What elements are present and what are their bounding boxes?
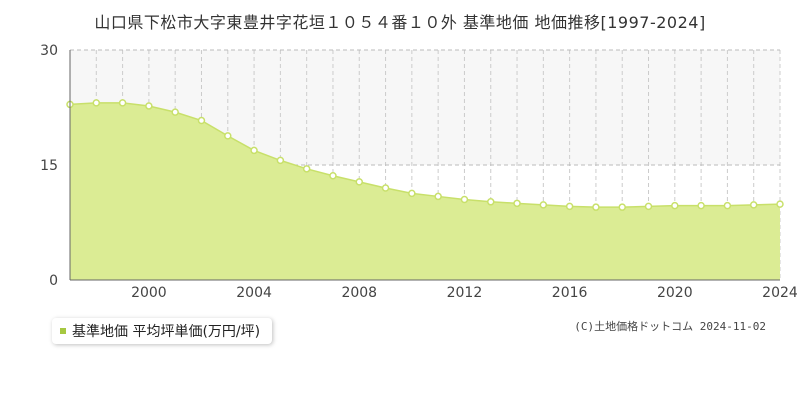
y-tick-label: 30 [40, 43, 58, 59]
data-point [460, 195, 469, 204]
data-point [749, 201, 758, 209]
data-point [539, 201, 548, 209]
data-point [644, 202, 653, 211]
legend-label: 基準地価 平均坪単価(万円/坪) [72, 324, 261, 340]
data-point [355, 178, 364, 186]
data-point [302, 165, 311, 173]
x-tick-label: 2004 [236, 285, 272, 301]
y-tick-label: 15 [40, 158, 58, 174]
data-point [171, 108, 179, 116]
y-tick-label: 0 [49, 273, 58, 289]
data-point [381, 184, 390, 192]
x-tick-label: 2012 [447, 285, 483, 301]
data-point [145, 102, 153, 110]
y-tick-labels: 0 15 30 [40, 43, 58, 289]
data-point [434, 192, 442, 201]
data-point [250, 146, 258, 155]
x-tick-label: 2016 [552, 285, 588, 301]
data-point [118, 99, 127, 107]
data-point [486, 198, 495, 206]
data-point [224, 132, 232, 140]
x-tick-label: 2008 [341, 285, 377, 301]
data-point [276, 156, 285, 165]
data-point [671, 201, 679, 210]
x-tick-label: 2000 [131, 285, 167, 301]
axes [69, 50, 780, 281]
data-point [697, 201, 705, 210]
data-point [197, 116, 206, 125]
data-point [92, 99, 101, 107]
x-tick-label: 2024 [762, 285, 798, 301]
copyright-text: (C)土地価格ドットコム 2024-11-02 [574, 320, 766, 333]
data-point [723, 201, 732, 210]
chart-title: 山口県下松市大字東豊井字花垣１０５４番１０外 基準地価 地価推移[1997-20… [94, 13, 706, 32]
data-points [66, 99, 784, 211]
data-point [329, 171, 337, 180]
x-tick-label: 2020 [657, 285, 693, 301]
data-point [592, 203, 600, 211]
data-point [776, 200, 784, 208]
legend: 基準地価 平均坪単価(万円/坪) [52, 318, 273, 344]
area-layer [69, 102, 781, 281]
legend-swatch-icon [60, 328, 66, 334]
x-tick-labels: 2000 2004 2008 2012 2016 2020 2024 [131, 285, 798, 301]
land-price-chart: 0 15 30 2000 2004 2008 2012 2016 2020 2024 [40, 43, 798, 301]
data-point [565, 202, 574, 211]
series-line [69, 102, 781, 208]
data-point [618, 203, 626, 211]
data-point [408, 189, 416, 198]
data-point [513, 199, 521, 208]
